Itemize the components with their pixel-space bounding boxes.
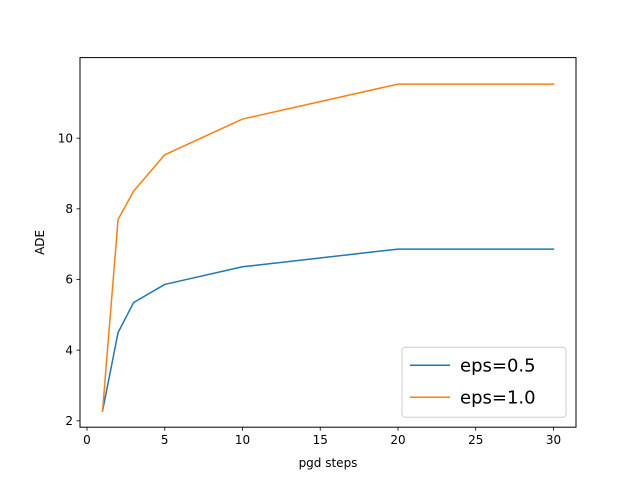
y-tick-label: 2 (65, 414, 73, 428)
x-tick-label: 0 (83, 433, 91, 447)
legend-label-1: eps=0.5 (460, 356, 536, 377)
series-line-1 (101, 248, 555, 412)
x-tick-label: 30 (546, 433, 561, 447)
y-axis-label: ADE (33, 230, 47, 255)
series-layer (101, 83, 555, 412)
x-tick-label: 20 (390, 433, 405, 447)
x-axis: 0 5 10 15 20 25 30 (83, 427, 561, 447)
y-tick-label: 8 (65, 202, 73, 216)
x-axis-label: pgd steps (299, 456, 358, 470)
plot-frame (79, 57, 577, 428)
legend-label-2: eps=1.0 (460, 388, 536, 409)
legend: eps=0.5 eps=1.0 (401, 346, 567, 418)
x-tick-label: 25 (468, 433, 483, 447)
y-axis: 2 4 6 8 10 (58, 131, 80, 428)
y-tick-label: 6 (65, 273, 73, 287)
x-tick-label: 15 (313, 433, 328, 447)
y-tick-label: 4 (65, 343, 73, 357)
series-line-2 (101, 83, 555, 412)
x-tick-label: 10 (235, 433, 250, 447)
y-tick-label: 10 (58, 131, 73, 145)
x-tick-label: 5 (161, 433, 169, 447)
